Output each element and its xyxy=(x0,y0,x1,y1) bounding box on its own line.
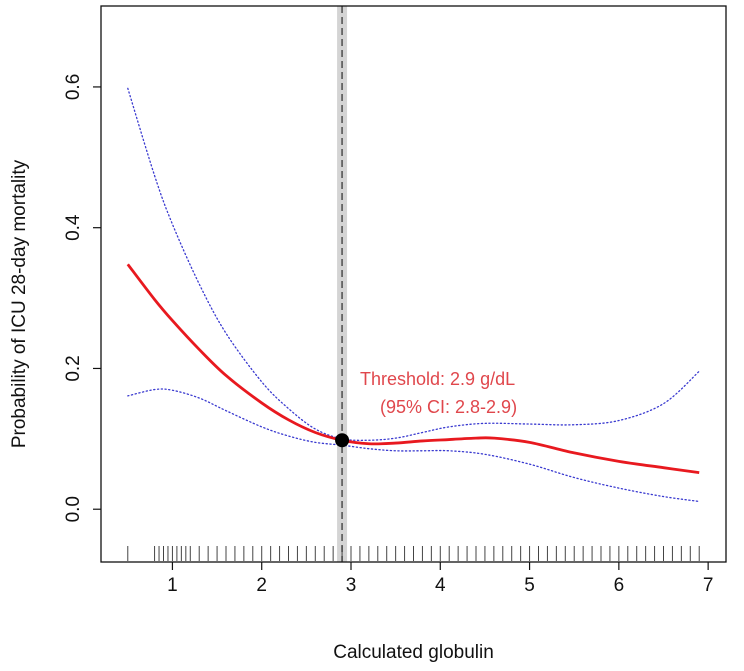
y-tick-label: 0.0 xyxy=(63,496,84,522)
series-estimate xyxy=(126,263,700,475)
y-tick-label: 0.2 xyxy=(63,355,84,381)
x-tick-label: 2 xyxy=(256,575,267,596)
x-tick-label: 3 xyxy=(346,575,357,596)
x-tick-label: 5 xyxy=(524,575,535,596)
x-tick-label: 1 xyxy=(167,575,178,596)
axes-layer: 1 2 3 4 5 6 7 0.0 0.2 0.4 0.6 xyxy=(63,74,713,596)
series-layer xyxy=(126,87,700,503)
x-tick-label: 4 xyxy=(435,575,446,596)
y-tick-label: 0.6 xyxy=(63,74,84,100)
plot-frame xyxy=(100,5,727,563)
series-upper-ci xyxy=(127,87,700,441)
x-tick-label: 6 xyxy=(614,575,625,596)
threshold-point xyxy=(335,433,350,448)
x-tick-label: 7 xyxy=(703,575,714,596)
rug-layer xyxy=(127,546,700,561)
x-axis-title: Calculated globulin xyxy=(333,642,494,663)
series-lower-ci xyxy=(127,388,700,503)
threshold-layer xyxy=(337,6,348,562)
threshold-label-line2: (95% CI: 2.8-2.9) xyxy=(380,397,517,417)
y-axis-title: Probability of ICU 28-day mortality xyxy=(9,159,30,448)
threshold-label-line1: Threshold: 2.9 g/dL xyxy=(360,369,515,389)
y-tick-label: 0.4 xyxy=(63,214,84,241)
